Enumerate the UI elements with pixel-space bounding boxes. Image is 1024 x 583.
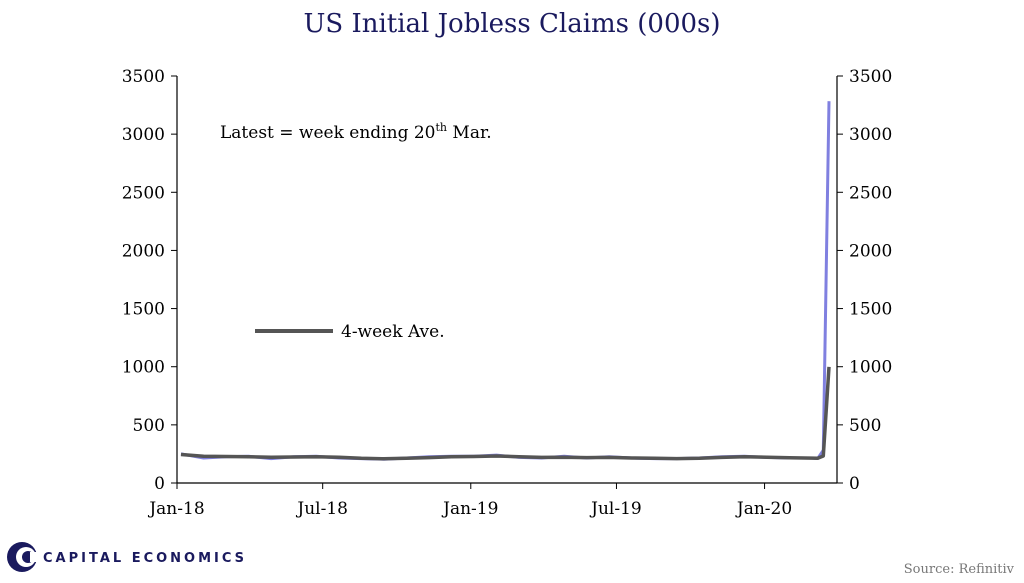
capital-economics-logo: CAPITAL ECONOMICS xyxy=(7,542,247,572)
y-tick-label-right: 3500 xyxy=(849,67,892,87)
x-tick-label: Jan-18 xyxy=(147,499,204,519)
y-tick-label-left: 3500 xyxy=(122,67,165,87)
x-ticks: Jan-18 Jul-18 Jan-19 Jul-19 Jan-20 xyxy=(147,483,792,519)
x-tick-label: Jul-19 xyxy=(589,499,642,519)
y-tick-label-left: 1500 xyxy=(122,300,165,320)
y-tick-label-left: 2000 xyxy=(122,241,165,261)
logo-text: CAPITAL ECONOMICS xyxy=(43,551,247,566)
annotation-text-after: Mar. xyxy=(447,123,492,143)
series-layer xyxy=(180,101,831,461)
x-tick-label: Jan-19 xyxy=(441,499,498,519)
annotation-text: Latest = week ending 20 xyxy=(220,123,436,143)
y-tick-label-left: 500 xyxy=(133,416,165,436)
x-tick-label: Jul-18 xyxy=(295,499,348,519)
y-tick-label-right: 2000 xyxy=(849,241,892,261)
right-y-ticks: 0 500 1000 1500 2000 2500 3000 3500 xyxy=(837,67,892,494)
series-line-4-week-ave xyxy=(180,366,831,461)
y-tick-label-right: 3000 xyxy=(849,125,892,145)
x-tick-label: Jan-20 xyxy=(735,499,792,519)
y-tick-label-right: 2500 xyxy=(849,183,892,203)
y-tick-label-right: 500 xyxy=(849,416,881,436)
annotation-sup: th xyxy=(436,121,448,134)
legend-label: 4-week Ave. xyxy=(341,322,445,342)
y-tick-label-left: 3000 xyxy=(122,125,165,145)
y-tick-label-right: 1000 xyxy=(849,358,892,378)
y-tick-label-right: 1500 xyxy=(849,300,892,320)
y-tick-label-left: 0 xyxy=(154,474,165,494)
y-tick-label-left: 2500 xyxy=(122,183,165,203)
chart-title: US Initial Jobless Claims (000s) xyxy=(303,9,720,39)
series-line-weekly-claims xyxy=(180,101,831,461)
left-y-ticks: 0 500 1000 1500 2000 2500 3000 3500 xyxy=(122,67,177,494)
y-tick-label-right: 0 xyxy=(849,474,860,494)
source-note: Source: Refinitiv xyxy=(904,562,1015,577)
latest-annotation: Latest = week ending 20th Mar. xyxy=(220,121,492,143)
y-tick-label-left: 1000 xyxy=(122,358,165,378)
